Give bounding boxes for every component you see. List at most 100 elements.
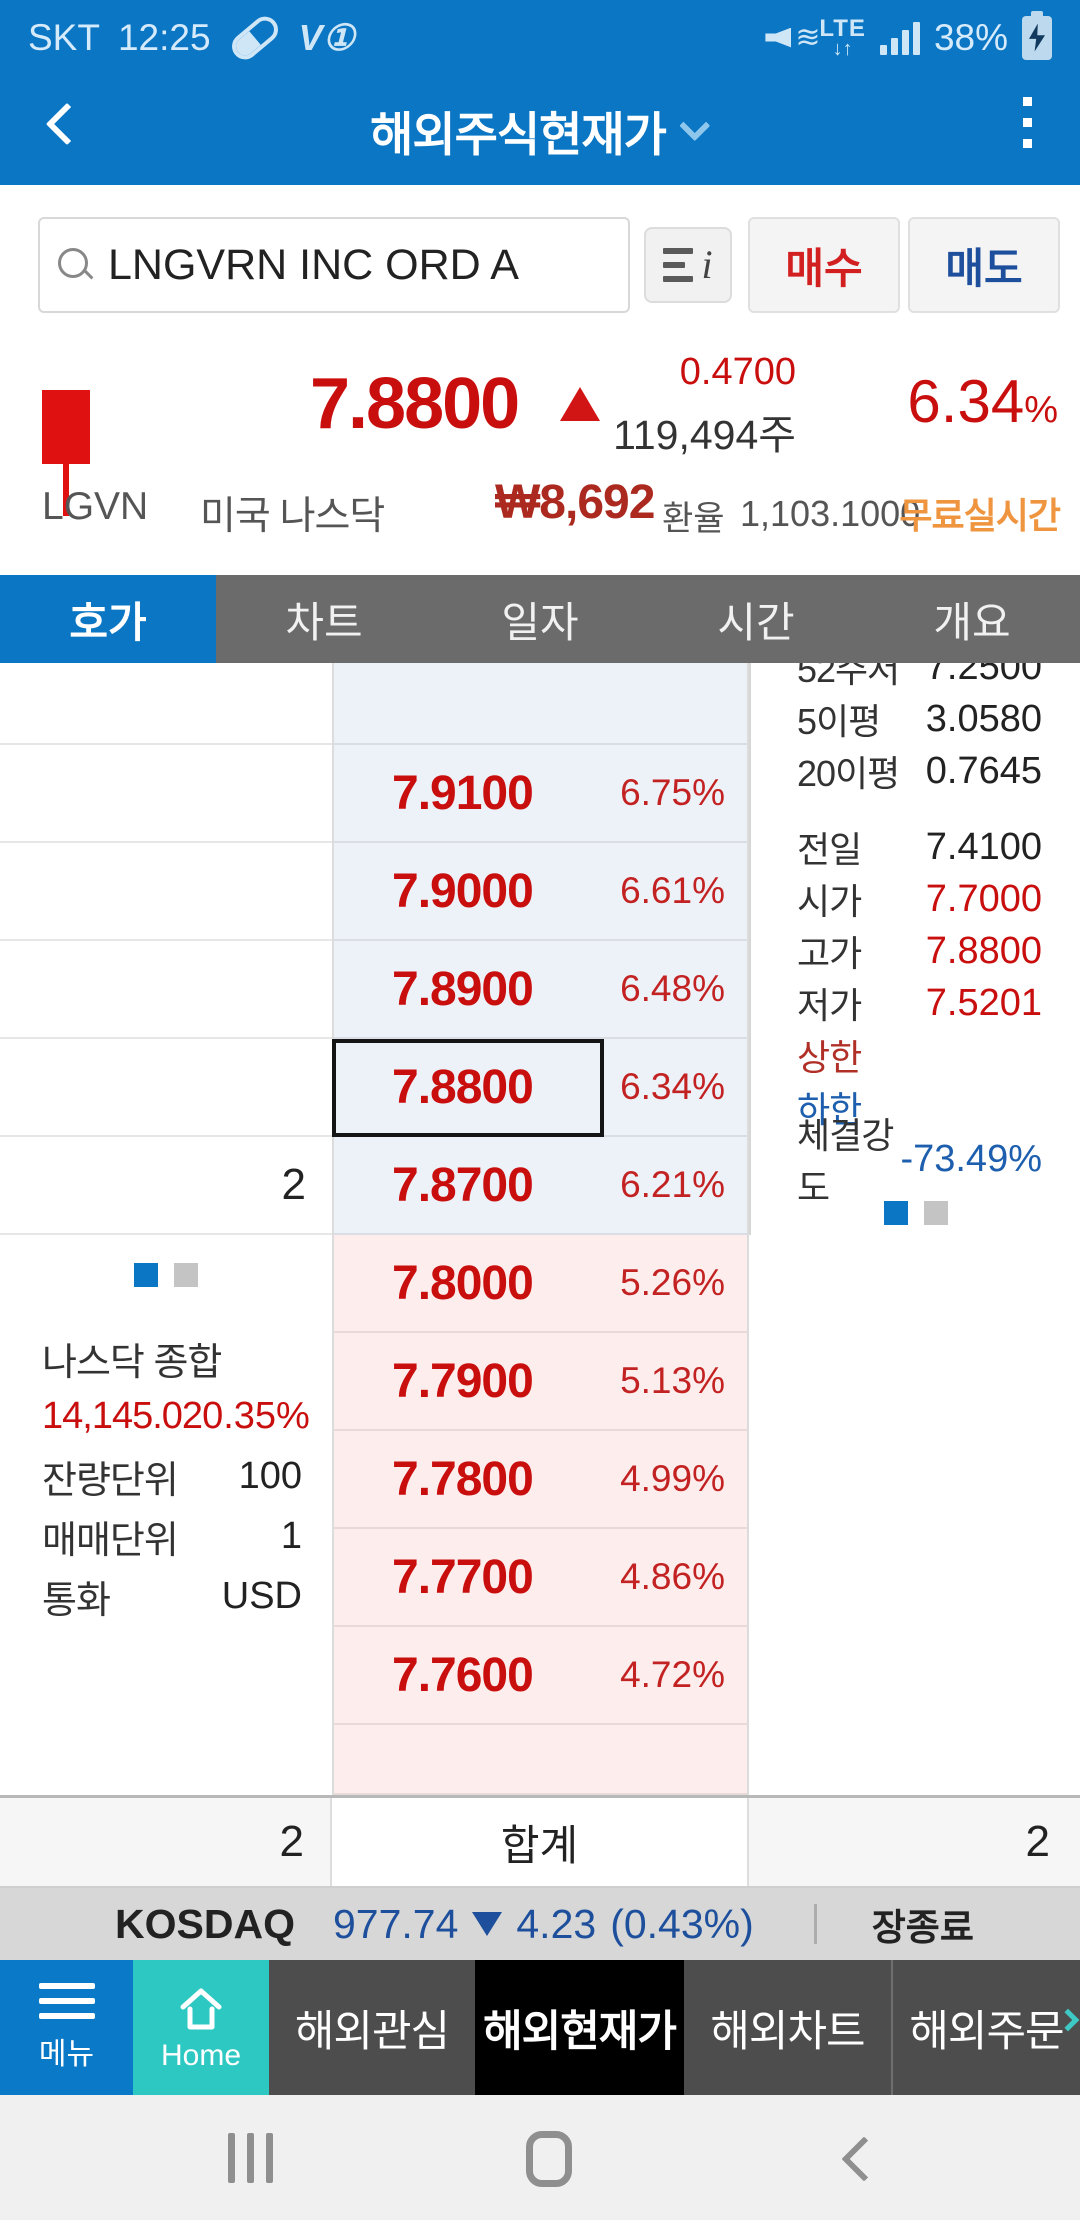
detail-row: 52주저 7.2500 [797, 663, 1042, 690]
detail-row: 20이평 0.7645 [797, 749, 1042, 795]
ask-qty-cell[interactable]: 2 [0, 1137, 332, 1235]
detail-row: 전일 7.4100 [797, 825, 1042, 871]
index-name-label: 나스닥 종합 [42, 1342, 222, 1384]
info-row: 통화 USD [42, 1574, 302, 1622]
nav-menu-button[interactable]: 메뉴 [0, 1960, 133, 2095]
ask-quantity-column: 2 나스닥 종합 14,145.02 0.35% 잔량단위 100 매매단위 1… [0, 663, 332, 1795]
current-price: 7.8800 [310, 364, 520, 444]
detail-row: 상한 [797, 1037, 862, 1078]
hamburger-icon [38, 1982, 95, 2019]
buy-button[interactable]: 매수 [748, 217, 900, 313]
ask-qty-cell[interactable] [0, 1039, 332, 1137]
index-bar-value: 977.74 [332, 1900, 459, 1947]
pager-dot[interactable] [923, 1201, 948, 1225]
market-label: 미국 나스닥 [200, 495, 385, 538]
search-icon [58, 248, 92, 282]
pager-dot-active[interactable] [134, 1263, 158, 1287]
bid-row-partial [334, 1725, 747, 1795]
sell-button[interactable]: 매도 [908, 217, 1060, 313]
ticker-label: LGVN [42, 485, 149, 528]
index-value-row: 14,145.02 0.35% [0, 1386, 332, 1446]
overflow-menu-icon[interactable] [1023, 97, 1032, 148]
title-dropdown-chevron-icon[interactable] [679, 110, 711, 142]
nav-overseas-order[interactable]: 해외주문 [891, 1960, 1080, 2095]
ask-row[interactable]: 7.9000 6.61% [334, 843, 747, 941]
detail-row: 체결강도 -73.49% [797, 1115, 1042, 1208]
totals-label: 합계 [332, 1798, 749, 1886]
clock-label: 12:25 [117, 16, 211, 58]
info-row: 매매단위 1 [42, 1514, 302, 1562]
bid-quantity-column: 52주저 7.2500 5이평 3.0580 20이평 0.7645 전일 7.4100… [749, 663, 1080, 1795]
page-title[interactable]: 해외주식현재가 [370, 107, 667, 161]
bid-row[interactable]: 7.7600 4.72% [334, 1627, 747, 1725]
ask-row[interactable]: 7.8900 6.48% [334, 941, 747, 1039]
pager-dot-active[interactable] [883, 1201, 908, 1225]
flag-marker-icon [42, 390, 90, 516]
pill-notification-icon [226, 10, 283, 65]
order-info-button[interactable]: i [644, 227, 732, 303]
recent-apps-icon[interactable] [228, 2133, 273, 2183]
index-bar-divider [813, 1904, 817, 1944]
ask-row[interactable]: 7.8700 6.21% [334, 1137, 747, 1235]
nav-home-button[interactable]: Home [133, 1960, 269, 2095]
quote-meta-section: LGVN 미국 나스닥 ₩8,692 환율 1,103.1000 무료실시간 [0, 465, 1080, 575]
fx-label: 환율 [662, 500, 725, 538]
signal-strength-icon [879, 21, 920, 55]
volume: 119,494주 [613, 412, 796, 458]
nav-overseas-chart[interactable]: 해외차트 [684, 1960, 891, 2095]
detail-row: 고가 7.8800 [797, 929, 1042, 975]
bid-row[interactable]: 7.8000 5.26% [334, 1235, 747, 1333]
right-pager-dots[interactable] [751, 1201, 1080, 1225]
nav-overseas-watchlist[interactable]: 해외관심 [269, 1960, 475, 2095]
stock-name-text: LNGVRN INC ORD A [108, 240, 519, 289]
bid-row[interactable]: 7.7900 5.13% [334, 1333, 747, 1431]
tab-chart[interactable]: 차트 [285, 598, 363, 646]
tab-daily[interactable]: 일자 [501, 598, 579, 646]
kosdaq-index-bar[interactable]: KOSDAQ 977.74 4.23 (0.43%) 장종료 [0, 1888, 1080, 1960]
up-triangle-icon [560, 387, 600, 421]
ask-qty-cell[interactable] [0, 941, 332, 1039]
list-info-icon [663, 248, 694, 282]
index-bar-change: 4.23 [516, 1900, 597, 1947]
detail-row: 하한 [797, 1089, 862, 1130]
v1-notification-icon: V① [298, 16, 355, 58]
ask-row-current[interactable]: 7.8800 6.34% [334, 1039, 747, 1137]
free-realtime-badge: 무료실시간 [899, 495, 1061, 536]
pager-dot[interactable] [174, 1263, 198, 1287]
stock-search-input[interactable]: LNGVRN INC ORD A [38, 217, 630, 313]
tab-hoga[interactable]: 호가 [0, 575, 216, 663]
detail-row: 시가 7.7000 [797, 877, 1042, 923]
ask-row[interactable]: 7.9100 6.75% [334, 745, 747, 843]
system-nav-bar [0, 2095, 1080, 2220]
detail-row: 저가 7.5201 [797, 981, 1042, 1027]
ask-total: 2 [0, 1798, 332, 1886]
nav-overseas-quote-selected[interactable]: 해외현재가 [475, 1960, 684, 2095]
tab-time[interactable]: 시간 [717, 598, 795, 646]
battery-percent-label: 38% [933, 16, 1008, 58]
carrier-label: SKT [28, 16, 100, 58]
system-back-icon[interactable] [841, 2136, 887, 2182]
change-percent: 6.34% [907, 368, 1058, 435]
battery-charging-icon [1022, 10, 1052, 60]
bid-row[interactable]: 7.7800 4.99% [334, 1431, 747, 1529]
price-change: 0.4700 [679, 351, 796, 393]
quote-tab-bar: 호가 차트 일자 시간 개요 [0, 575, 1080, 663]
mute-vibrate-icon: ≋ [765, 20, 821, 56]
detail-row: 5이평 3.0580 [797, 697, 1042, 743]
ask-qty-cell[interactable] [0, 663, 332, 745]
system-home-icon[interactable] [526, 2131, 572, 2187]
search-section: LNGVRN INC ORD A i 매수 매도 [0, 185, 1080, 345]
tab-overview[interactable]: 개요 [933, 598, 1011, 646]
ask-qty-cell[interactable] [0, 745, 332, 843]
index-percent: 0.35% [202, 1394, 310, 1437]
app-header: 해외주식현재가 [0, 75, 1080, 185]
home-icon [180, 1988, 222, 2029]
index-bar-values: 977.74 4.23 (0.43%) [333, 1901, 754, 1948]
left-pager-dots[interactable] [0, 1263, 332, 1287]
bid-row[interactable]: 7.7700 4.86% [334, 1529, 747, 1627]
totals-row: 2 합계 2 [0, 1795, 1080, 1888]
ask-qty-cell[interactable] [0, 843, 332, 941]
converted-krw-price: ₩8,692 [495, 476, 655, 529]
order-book: 2 나스닥 종합 14,145.02 0.35% 잔량단위 100 매매단위 1… [0, 663, 1080, 1795]
